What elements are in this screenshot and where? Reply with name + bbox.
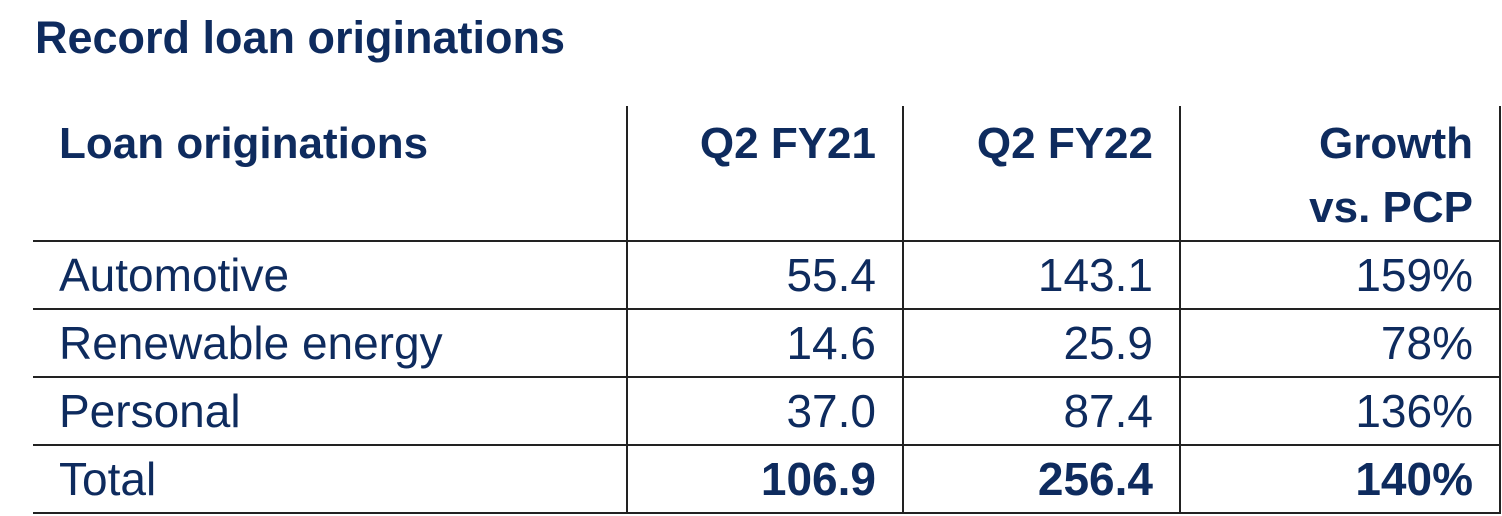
- row-label: Personal: [33, 376, 628, 446]
- column-header: Q2 FY21: [626, 106, 904, 242]
- column-header: Loan originations: [33, 106, 628, 242]
- table: Loan originations Q2 FY21 Q2 FY22 Growth vs…: [33, 106, 1501, 514]
- column-header: Q2 FY22: [902, 106, 1181, 242]
- table-row: Renewable energy 14.6 25.9 78%: [33, 308, 1501, 378]
- cell: 78%: [1179, 308, 1501, 378]
- cell: 14.6: [626, 308, 904, 378]
- cell: 140%: [1179, 444, 1501, 514]
- column-header-text: Loan originations: [59, 119, 429, 168]
- table-row: Total 106.9 256.4 140%: [33, 444, 1501, 514]
- table-row: Automotive 55.4 143.1 159%: [33, 240, 1501, 310]
- row-label: Renewable energy: [33, 308, 628, 378]
- cell: 136%: [1179, 376, 1501, 446]
- cell: 106.9: [626, 444, 904, 514]
- column-header: Growth vs. PCP: [1179, 106, 1501, 242]
- cell: 256.4: [902, 444, 1181, 514]
- column-header-text: Growth vs. PCP: [1309, 119, 1473, 232]
- column-header-text: Q2 FY22: [976, 119, 1153, 168]
- cell: 55.4: [626, 240, 904, 310]
- column-header-text: Q2 FY21: [699, 119, 876, 168]
- table-row: Personal 37.0 87.4 136%: [33, 376, 1501, 446]
- cell: 25.9: [902, 308, 1181, 378]
- table-body: Automotive 55.4 143.1 159% Renewable energy 1…: [33, 240, 1501, 514]
- cell: 143.1: [902, 240, 1181, 310]
- row-label: Total: [33, 444, 628, 514]
- cell: 87.4: [902, 376, 1181, 446]
- header-row: Loan originations Q2 FY21 Q2 FY22 Growth vs…: [33, 106, 1501, 242]
- cell: 159%: [1179, 240, 1501, 310]
- table-head: Loan originations Q2 FY21 Q2 FY22 Growth vs…: [33, 106, 1501, 242]
- row-label: Automotive: [33, 240, 628, 310]
- cell: 37.0: [626, 376, 904, 446]
- title: Record loan originations: [35, 12, 566, 63]
